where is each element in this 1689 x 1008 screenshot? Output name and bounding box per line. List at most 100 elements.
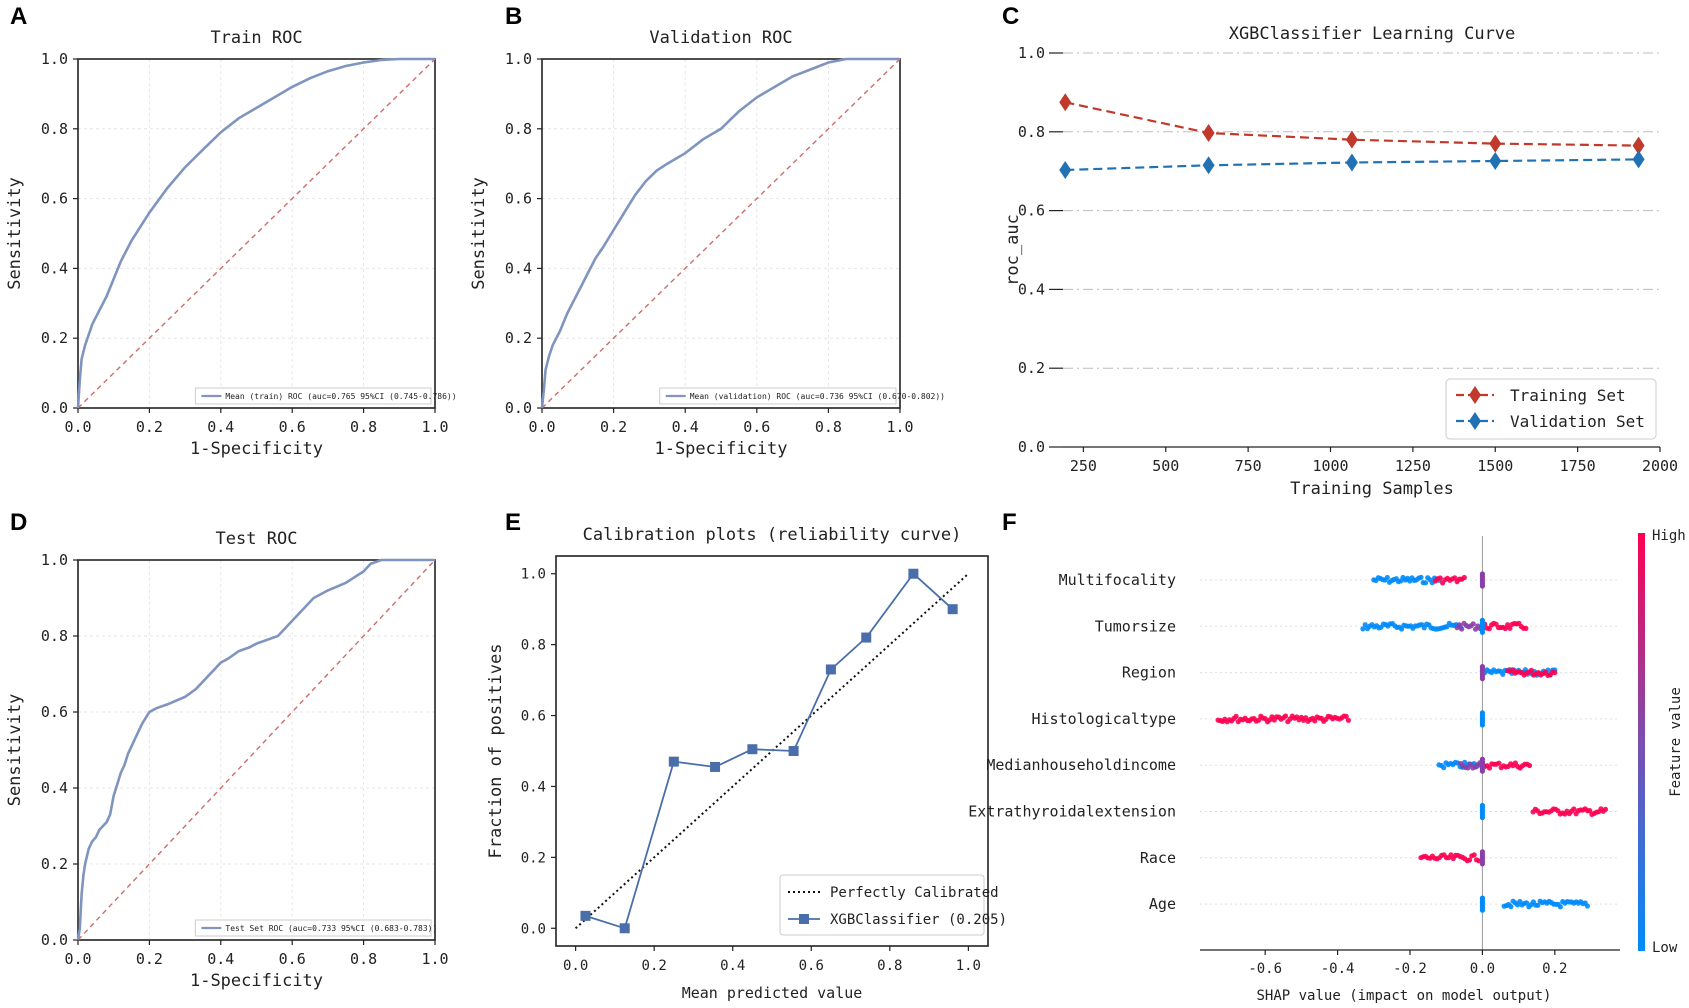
y-tick-label: 0.8 [41,120,68,138]
shap-point [1508,904,1514,910]
shap-point [1384,574,1390,581]
shap-point [1479,676,1486,682]
y-tick-label: 0.2 [521,850,546,866]
legend-label: Perfectly Calibrated [830,885,999,901]
colorbar [1638,533,1645,951]
feature-label: Multifocality [1059,571,1176,589]
shap-point [1602,806,1609,813]
validation-point [1202,156,1215,175]
x-tick-label: 0.0 [64,950,91,968]
shap-point [1502,625,1508,632]
calibration-curve [585,572,954,930]
y-tick-label: 0.6 [521,709,546,725]
calibration-point [619,923,630,934]
y-tick-label: 0.4 [505,259,532,277]
validation-point [1489,151,1502,170]
chart-title: Test ROC [216,529,298,549]
chance-line [77,559,436,941]
x-tick-label: 250 [1070,457,1097,475]
shap-point [1479,861,1486,867]
x-tick-label: 500 [1152,457,1179,475]
validation-point [1345,153,1358,172]
training-point [1489,134,1502,153]
y-tick-label: 0.0 [41,399,68,417]
x-tick-label: 0.6 [799,958,824,974]
feature-label: Histologicaltype [1032,710,1177,728]
shap-point [1479,722,1486,728]
y-tick-label: 1.0 [41,551,68,569]
shap-point [1343,713,1349,719]
y-tick-label: 0.2 [1018,359,1045,377]
x-axis-label: 1-Specificity [654,439,787,459]
shap-point [1399,626,1405,632]
y-tick-label: 1.0 [521,567,546,583]
x-tick-label: 0.8 [877,958,902,974]
x-tick-label: 2000 [1642,457,1678,475]
y-tick-label: 0.0 [521,921,546,937]
y-tick-label: 0.0 [1018,438,1045,456]
colorbar-label: Feature value [1668,687,1684,797]
legend-marker [1469,412,1481,430]
y-tick-label: 1.0 [41,50,68,68]
y-tick-label: 1.0 [1018,44,1045,62]
y-tick-label: 0.4 [41,259,68,277]
calibration-point [861,632,872,643]
shap-point [1479,814,1486,821]
legend-label: Validation Set [1510,412,1645,431]
feature-label: Tumorsize [1095,617,1176,635]
legend-box [659,387,897,405]
training-point [1345,130,1358,149]
x-tick-label: 0.0 [563,958,588,974]
y-tick-label: 0.8 [521,638,546,654]
y-tick-label: 0.4 [41,779,68,797]
x-tick-label: 0.4 [720,958,745,974]
x-axis-label: 1-Specificity [190,439,323,459]
shap-point [1524,900,1530,906]
y-axis-label: Sensitivity [5,694,25,807]
chart-title: Validation ROC [649,28,792,48]
legend-label: Training Set [1510,386,1626,405]
x-tick-label: 0.0 [528,418,555,436]
shap-point [1362,622,1368,628]
shap-summary-chart: -0.6 -0.4 -0.2 0.0 0.2 SHAP value (impact on … [968,528,1685,1004]
y-tick-label: 0.2 [41,855,68,873]
x-axis-label: 1-Specificity [190,971,323,991]
shap-point [1526,762,1533,769]
shap-point [1461,574,1467,581]
calibration-point [825,664,836,675]
shap-point [1486,626,1492,632]
shap-point [1470,621,1476,627]
x-tick-label: 0.2 [1542,961,1567,977]
x-axis-label: SHAP value (impact on model output) [1256,988,1551,1004]
shap-point [1256,717,1262,723]
y-tick-label: 0.0 [505,399,532,417]
calibration-chart: 0.0 0.2 0.4 0.6 0.8 1.0 0.0 0.2 0.4 0.6 0.8 1.0 Cali… [486,525,1007,1002]
x-tick-label: 1.0 [956,958,981,974]
shap-point [1584,903,1590,909]
legend-label: Mean (validation) ROC (auc=0.736 95%CI (… [690,392,945,401]
y-axis-label: roc_auc [1003,214,1023,286]
shap-point [1500,671,1506,677]
x-tick-label: 750 [1235,457,1262,475]
y-tick-label: 0.8 [41,627,68,645]
roc-curve [76,57,435,409]
panel-letter-e: E [505,509,521,536]
legend-box [1445,378,1657,440]
y-tick-label: 0.8 [1018,123,1045,141]
x-tick-label: 1250 [1395,457,1431,475]
chart-title: XGBClassifier Learning Curve [1229,24,1516,44]
calibration-point [580,910,591,921]
shap-point [1360,626,1366,632]
shap-point [1571,806,1577,812]
x-tick-label: 1000 [1312,457,1348,475]
y-tick-label: 0.4 [521,779,546,795]
shap-point [1479,907,1486,913]
calibration-point [908,568,919,579]
shap-point [1552,670,1558,676]
x-tick-label: 0.2 [600,418,627,436]
learning-curve-chart: 250 500 750 1000 1250 1500 1750 2000 0.0 0.2 0.4 0.… [1003,24,1678,499]
shap-point [1466,857,1473,863]
axes-frame [77,559,436,941]
panel-letter-b: B [505,3,522,30]
x-tick-label: 1.0 [886,418,913,436]
